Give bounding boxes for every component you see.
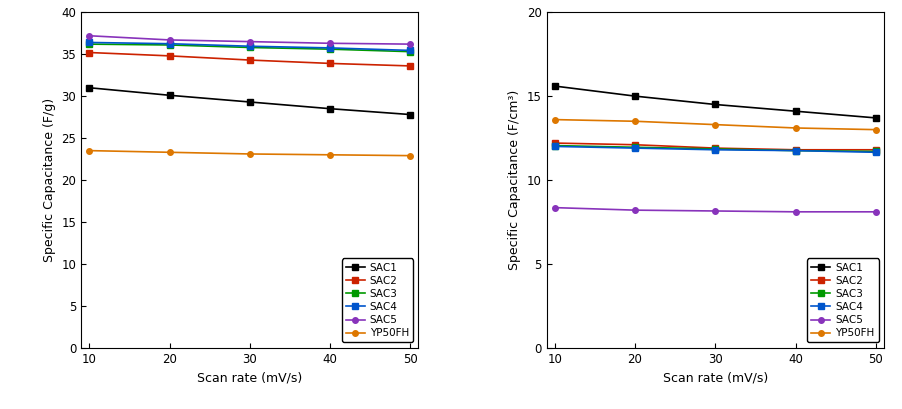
SAC2	[325, 61, 336, 66]
SAC1	[244, 99, 255, 104]
SAC4	[710, 147, 721, 152]
YP50FH	[244, 151, 255, 156]
YP50FH	[630, 119, 640, 124]
SAC4	[84, 40, 95, 45]
SAC2	[790, 147, 801, 152]
SAC4	[630, 146, 640, 151]
Y-axis label: Specific Capacitance (F/g): Specific Capacitance (F/g)	[43, 98, 56, 262]
SAC3	[549, 143, 560, 148]
SAC1	[790, 109, 801, 114]
SAC4	[164, 41, 175, 46]
SAC2	[244, 58, 255, 63]
Line: SAC5: SAC5	[87, 33, 413, 47]
SAC2	[870, 147, 881, 152]
SAC5	[790, 209, 801, 214]
SAC1	[549, 83, 560, 88]
SAC2	[84, 50, 95, 55]
SAC3	[244, 45, 255, 50]
SAC1	[710, 102, 721, 107]
Line: SAC1: SAC1	[87, 85, 413, 117]
SAC1	[84, 85, 95, 90]
SAC1	[325, 106, 336, 111]
Line: SAC2: SAC2	[87, 50, 413, 69]
SAC4	[405, 48, 416, 53]
YP50FH	[870, 127, 881, 132]
Legend: SAC1, SAC2, SAC3, SAC4, SAC5, YP50FH: SAC1, SAC2, SAC3, SAC4, SAC5, YP50FH	[807, 258, 879, 342]
SAC2	[164, 54, 175, 58]
YP50FH	[790, 126, 801, 130]
Line: SAC3: SAC3	[552, 143, 879, 154]
SAC5	[164, 38, 175, 43]
YP50FH	[84, 148, 95, 153]
SAC3	[790, 148, 801, 153]
SAC3	[325, 47, 336, 52]
SAC5	[405, 42, 416, 47]
Line: SAC4: SAC4	[87, 40, 413, 53]
X-axis label: Scan rate (mV/s): Scan rate (mV/s)	[663, 371, 768, 384]
YP50FH	[710, 122, 721, 127]
SAC4	[244, 44, 255, 49]
Line: SAC1: SAC1	[552, 83, 879, 121]
Line: YP50FH: YP50FH	[552, 117, 879, 133]
Line: SAC3: SAC3	[87, 41, 413, 54]
SAC5	[710, 209, 721, 213]
SAC2	[710, 146, 721, 151]
Y-axis label: Specific Capacitance (F/cm³): Specific Capacitance (F/cm³)	[509, 90, 521, 270]
SAC2	[630, 142, 640, 147]
SAC5	[84, 33, 95, 38]
YP50FH	[405, 153, 416, 158]
SAC4	[790, 148, 801, 153]
SAC5	[630, 208, 640, 213]
Legend: SAC1, SAC2, SAC3, SAC4, SAC5, YP50FH: SAC1, SAC2, SAC3, SAC4, SAC5, YP50FH	[342, 258, 413, 342]
SAC5	[549, 205, 560, 210]
SAC3	[84, 42, 95, 47]
SAC2	[549, 141, 560, 146]
SAC3	[405, 49, 416, 54]
SAC3	[630, 145, 640, 150]
SAC3	[710, 146, 721, 151]
SAC1	[870, 115, 881, 120]
SAC2	[405, 63, 416, 68]
SAC4	[870, 150, 881, 155]
Line: YP50FH: YP50FH	[87, 148, 413, 158]
SAC1	[164, 93, 175, 98]
SAC1	[405, 112, 416, 117]
YP50FH	[549, 117, 560, 122]
SAC3	[164, 43, 175, 47]
Line: SAC2: SAC2	[552, 140, 879, 153]
YP50FH	[164, 150, 175, 155]
SAC3	[870, 149, 881, 154]
Line: SAC5: SAC5	[552, 205, 879, 215]
SAC4	[325, 45, 336, 50]
SAC5	[870, 209, 881, 214]
X-axis label: Scan rate (mV/s): Scan rate (mV/s)	[198, 371, 302, 384]
SAC1	[630, 94, 640, 99]
Line: SAC4: SAC4	[552, 144, 879, 155]
SAC5	[325, 41, 336, 46]
YP50FH	[325, 153, 336, 157]
SAC4	[549, 144, 560, 149]
SAC5	[244, 39, 255, 44]
